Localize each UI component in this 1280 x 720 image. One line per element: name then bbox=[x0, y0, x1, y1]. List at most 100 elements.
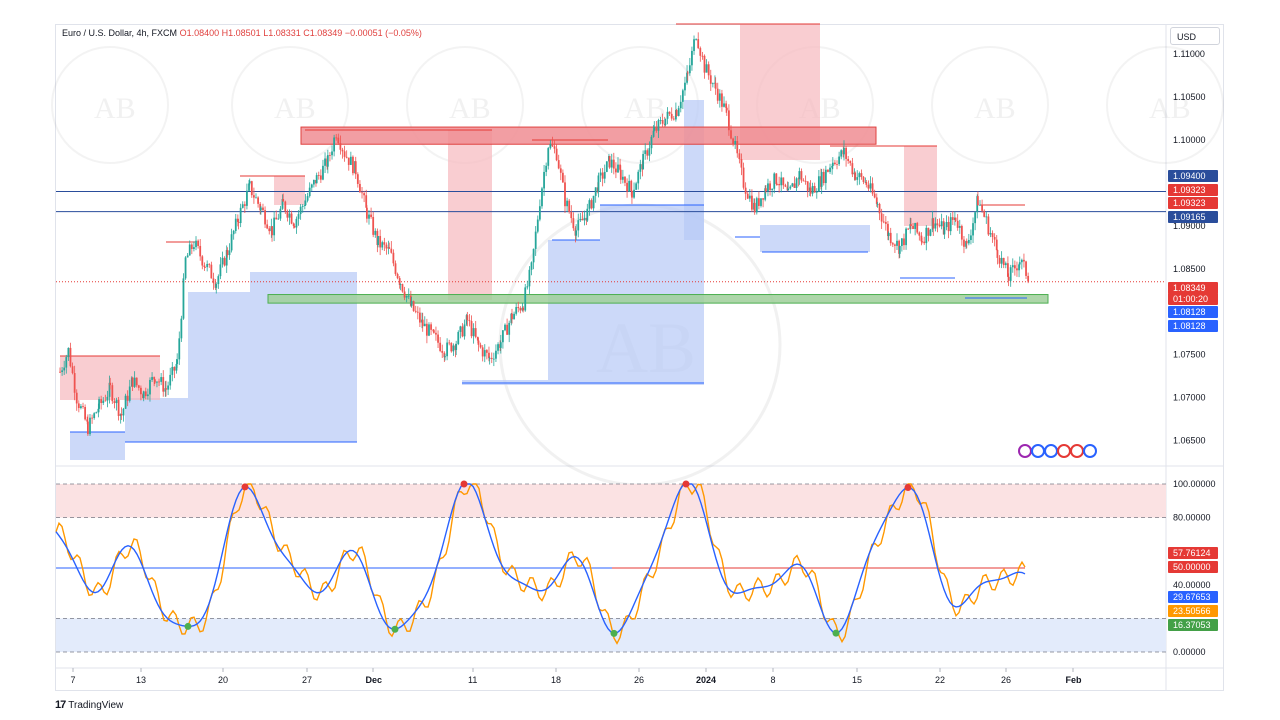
candle bbox=[248, 181, 251, 184]
candle bbox=[182, 278, 185, 319]
price-badge bbox=[1168, 211, 1218, 223]
candle bbox=[377, 236, 379, 245]
demand-fill bbox=[760, 225, 870, 252]
price-tick-label: 1.06500 bbox=[1173, 436, 1206, 446]
candle bbox=[672, 118, 675, 120]
indicator-icon bbox=[1044, 444, 1058, 458]
candle bbox=[655, 127, 658, 131]
candle bbox=[169, 374, 172, 386]
candle bbox=[876, 203, 879, 205]
candle bbox=[653, 127, 656, 131]
candle bbox=[914, 223, 917, 229]
candle bbox=[916, 223, 919, 233]
candle bbox=[721, 93, 723, 107]
overbought-dot bbox=[682, 480, 690, 488]
candle bbox=[190, 244, 193, 250]
candle bbox=[836, 164, 838, 165]
price-badge-label: 1.08349 bbox=[1173, 283, 1206, 293]
tradingview-logo[interactable]: 17 TradingView bbox=[55, 699, 123, 711]
candle bbox=[271, 226, 273, 236]
candle bbox=[633, 189, 635, 198]
candle bbox=[160, 377, 163, 382]
candle bbox=[923, 241, 926, 244]
candle bbox=[262, 207, 264, 211]
candle bbox=[153, 377, 156, 380]
candle bbox=[93, 413, 96, 419]
price-tick-label: 1.09000 bbox=[1173, 221, 1206, 231]
price-badge-label: 1.08128 bbox=[1173, 321, 1206, 331]
candle bbox=[430, 324, 432, 330]
candle bbox=[352, 156, 354, 174]
candle bbox=[481, 347, 484, 357]
candle bbox=[686, 72, 689, 74]
candle bbox=[987, 216, 990, 235]
candle bbox=[967, 240, 970, 244]
candle bbox=[115, 399, 118, 404]
candle bbox=[275, 217, 278, 220]
candle bbox=[664, 118, 667, 125]
candle bbox=[322, 165, 324, 180]
candle bbox=[958, 225, 961, 228]
candle bbox=[184, 257, 187, 279]
candle bbox=[648, 148, 651, 156]
price-tick-label: 1.10500 bbox=[1173, 92, 1206, 102]
candle bbox=[409, 295, 412, 306]
candle bbox=[308, 187, 311, 197]
candle bbox=[212, 278, 215, 284]
candle bbox=[511, 313, 513, 320]
candle bbox=[612, 159, 615, 169]
price-badge bbox=[1168, 197, 1218, 209]
candle bbox=[398, 278, 401, 285]
candle bbox=[306, 196, 309, 201]
candle bbox=[468, 320, 471, 322]
currency-button[interactable]: USD bbox=[1170, 27, 1220, 45]
candle bbox=[784, 185, 787, 187]
candle bbox=[392, 252, 395, 264]
osc-badge bbox=[1168, 605, 1218, 617]
candle bbox=[219, 264, 222, 277]
candle bbox=[586, 208, 589, 221]
candle bbox=[65, 357, 68, 368]
candle bbox=[326, 155, 329, 167]
candle bbox=[981, 204, 983, 211]
candle bbox=[804, 180, 807, 182]
candle bbox=[728, 110, 730, 131]
candle bbox=[519, 308, 522, 311]
candle bbox=[703, 55, 706, 73]
osc-tick-label: 80.00000 bbox=[1173, 513, 1211, 523]
osc-badge-label: 23.50566 bbox=[1173, 606, 1211, 616]
candle bbox=[744, 187, 747, 194]
candle bbox=[95, 412, 98, 414]
candle bbox=[599, 172, 602, 176]
candle bbox=[732, 138, 734, 145]
candle bbox=[631, 190, 633, 198]
candle bbox=[657, 120, 660, 131]
candle bbox=[793, 183, 796, 188]
candle bbox=[284, 201, 287, 212]
candle bbox=[71, 366, 74, 374]
candle bbox=[738, 153, 741, 160]
candle bbox=[208, 263, 211, 265]
candle bbox=[538, 206, 541, 220]
candle bbox=[349, 156, 352, 165]
candle bbox=[534, 231, 537, 249]
demand-zone bbox=[267, 294, 1049, 304]
candle bbox=[506, 324, 508, 335]
candle bbox=[497, 344, 499, 351]
candle bbox=[1009, 267, 1012, 281]
supply-fill bbox=[448, 130, 492, 300]
candle bbox=[561, 172, 564, 183]
candle bbox=[795, 178, 798, 188]
candle bbox=[331, 151, 333, 156]
overbought-dot bbox=[241, 483, 249, 491]
candle bbox=[856, 177, 859, 180]
candle bbox=[963, 239, 965, 247]
candle bbox=[956, 220, 959, 228]
candle bbox=[435, 332, 437, 335]
candle bbox=[572, 218, 575, 229]
candle bbox=[936, 223, 939, 225]
candle bbox=[809, 187, 812, 194]
time-tick-label: 15 bbox=[852, 675, 862, 685]
candle bbox=[111, 385, 114, 402]
